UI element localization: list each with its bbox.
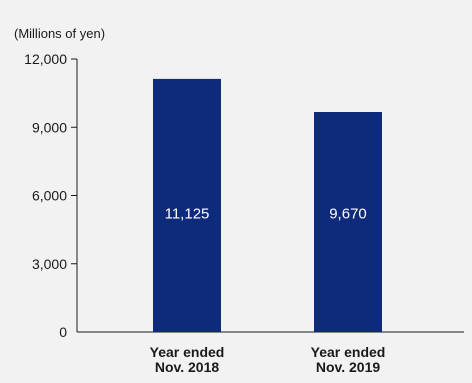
x-category-label: Nov. 2019 (316, 359, 381, 375)
x-category-label: Year ended (311, 344, 386, 360)
y-tick-label: 12,000 (24, 51, 67, 67)
x-category-label: Nov. 2018 (155, 359, 220, 375)
y-tick-label: 9,000 (32, 119, 67, 135)
bar-value-label: 9,670 (329, 205, 367, 222)
y-tick-label: 0 (59, 324, 67, 340)
y-tick-label: 3,000 (32, 256, 67, 272)
bar-value-label: 11,125 (165, 205, 210, 222)
bars-group: 11,125 9,670 (153, 78, 382, 332)
bar (314, 112, 382, 332)
bar (153, 78, 221, 332)
y-axis-ticks: 0 3,000 6,000 9,000 12,000 (24, 51, 77, 340)
unit-label: (Millions of yen) (14, 26, 105, 41)
y-tick-label: 6,000 (32, 188, 67, 204)
x-category-label: Year ended (150, 344, 225, 360)
